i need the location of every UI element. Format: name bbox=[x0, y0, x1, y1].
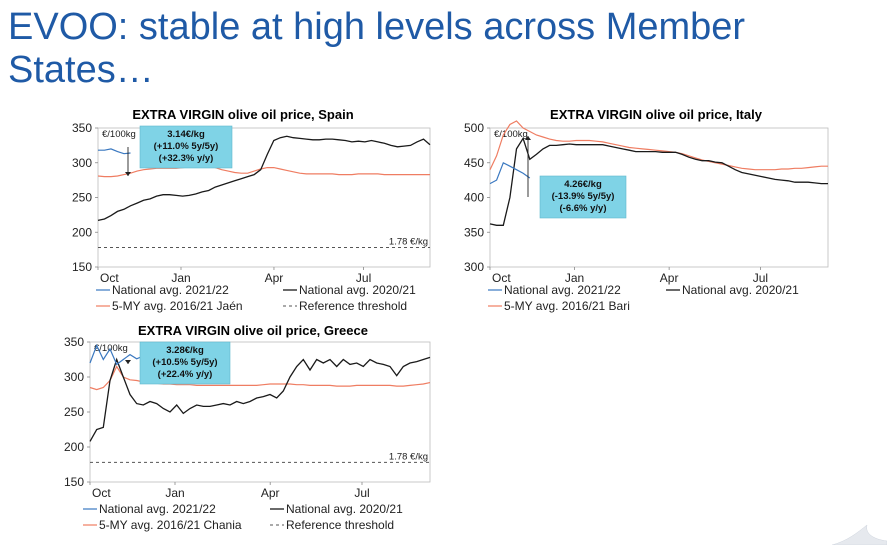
x-tick-label: Jan bbox=[165, 486, 184, 500]
callout-arrow-head bbox=[525, 136, 531, 140]
x-tick-label: Apr bbox=[660, 271, 679, 285]
series-line-national-2020-21 bbox=[89, 356, 431, 442]
x-tick-label: Jan bbox=[565, 271, 584, 285]
y-tick-label: 150 bbox=[64, 475, 84, 489]
callout-text: (+32.3% y/y) bbox=[159, 153, 214, 164]
legend-label: National avg. 2021/22 bbox=[504, 283, 621, 297]
y-tick-label: 200 bbox=[72, 225, 92, 239]
x-tick-label: Jan bbox=[171, 271, 190, 285]
chart-title: EXTRA VIRGIN olive oil price, Greece bbox=[138, 323, 368, 338]
reference-label: 1.78 €/kg bbox=[389, 451, 428, 462]
plot-area: 150 200 250 300 350 Oct Jan Apr Jul €/100kg 1.78 €… bbox=[64, 335, 431, 500]
corner-decoration bbox=[831, 524, 887, 545]
series-line-national-2021-22 bbox=[489, 161, 531, 185]
y-tick-label: 350 bbox=[64, 335, 84, 349]
y-tick-label: 200 bbox=[64, 440, 84, 454]
legend-label: 5-MY avg. 2016/21 Jaén bbox=[112, 299, 243, 313]
italy-chart: EXTRA VIRGIN olive oil price, Italy 3003… bbox=[464, 107, 829, 313]
series-line-national-2020-21 bbox=[489, 136, 828, 226]
legend-label: National avg. 2020/21 bbox=[286, 502, 403, 516]
x-tick-label: Apr bbox=[261, 486, 280, 500]
y-tick-label: 450 bbox=[464, 156, 484, 170]
x-tick-label: Jul bbox=[354, 486, 369, 500]
callout-box bbox=[539, 175, 627, 219]
legend-label: National avg. 2020/21 bbox=[299, 283, 416, 297]
series-line-national-2020-21 bbox=[97, 135, 431, 222]
series-line-national-2021-22 bbox=[98, 148, 131, 155]
y-tick-label: 250 bbox=[64, 405, 84, 419]
y-tick-label: 150 bbox=[72, 260, 92, 274]
callout-box bbox=[139, 341, 231, 385]
legend-label: Reference threshold bbox=[299, 299, 407, 313]
x-tick-label: Apr bbox=[265, 271, 284, 285]
plot-area: 150 200 250 300 350 Oct Jan Apr Jul €/100kg 1.78 €… bbox=[72, 121, 431, 285]
plot-area: 300 350 400 450 500 Oct Jan Apr Jul €/100kg 4.26€/… bbox=[464, 120, 829, 285]
callout-text: 4.26€/kg bbox=[564, 179, 602, 190]
legend-label: 5-MY avg. 2016/21 Chania bbox=[99, 518, 242, 532]
y-tick-label: 350 bbox=[464, 225, 484, 239]
y-tick-label: 500 bbox=[464, 121, 484, 135]
callout-text: 3.28€/kg bbox=[166, 345, 204, 356]
legend-label: Reference threshold bbox=[286, 518, 394, 532]
callout-text: (+10.5% 5y/5y) bbox=[152, 357, 217, 368]
legend-label: National avg. 2020/21 bbox=[682, 283, 799, 297]
chart-legend: National avg. 2021/22 National avg. 2020/… bbox=[488, 283, 799, 313]
callout-text: (+11.0% 5y/5y) bbox=[154, 141, 219, 152]
callout-arrow-head bbox=[125, 360, 131, 364]
callout-text: (-13.9% 5y/5y) bbox=[552, 191, 615, 202]
series-line-five-my-avg bbox=[97, 163, 430, 178]
y-tick-label: 250 bbox=[72, 191, 92, 205]
greece-chart: EXTRA VIRGIN olive oil price, Greece 150… bbox=[64, 323, 431, 532]
y-tick-label: 300 bbox=[72, 156, 92, 170]
series-line-national-2021-22 bbox=[89, 343, 144, 366]
chart-legend: National avg. 2021/22 National avg. 2020/… bbox=[96, 283, 416, 313]
callout-text: (+22.4% y/y) bbox=[158, 369, 213, 380]
legend-label: National avg. 2021/22 bbox=[112, 283, 229, 297]
x-tick-label: Oct bbox=[100, 271, 119, 285]
series-line-five-my-avg bbox=[489, 120, 828, 171]
y-tick-label: 300 bbox=[64, 370, 84, 384]
callout-arrow-head bbox=[125, 172, 131, 176]
x-tick-label: Jul bbox=[356, 271, 371, 285]
unit-label: €/100kg bbox=[94, 343, 128, 354]
x-tick-label: Jul bbox=[753, 271, 768, 285]
x-tick-label: Oct bbox=[492, 271, 511, 285]
chart-legend: National avg. 2021/22 National avg. 2020/… bbox=[83, 502, 403, 532]
y-tick-label: 400 bbox=[464, 191, 484, 205]
spain-chart: EXTRA VIRGIN olive oil price, Spain 150 2… bbox=[72, 107, 431, 313]
unit-label: €/100kg bbox=[102, 129, 136, 140]
reference-label: 1.78 €/kg bbox=[389, 237, 428, 248]
legend-label: National avg. 2021/22 bbox=[99, 502, 216, 516]
callout-text: (-6.6% y/y) bbox=[560, 203, 607, 214]
y-tick-label: 350 bbox=[72, 121, 92, 135]
y-tick-label: 300 bbox=[464, 260, 484, 274]
callout-text: 3.14€/kg bbox=[167, 129, 205, 140]
chart-title: EXTRA VIRGIN olive oil price, Spain bbox=[132, 107, 353, 122]
legend-label: 5-MY avg. 2016/21 Bari bbox=[504, 299, 630, 313]
chart-title: EXTRA VIRGIN olive oil price, Italy bbox=[550, 107, 763, 122]
x-tick-label: Oct bbox=[92, 486, 111, 500]
unit-label: €/100kg bbox=[494, 129, 528, 140]
callout-box bbox=[139, 125, 233, 169]
slide-title: EVOO: stable at high levels across Membe… bbox=[8, 6, 746, 91]
